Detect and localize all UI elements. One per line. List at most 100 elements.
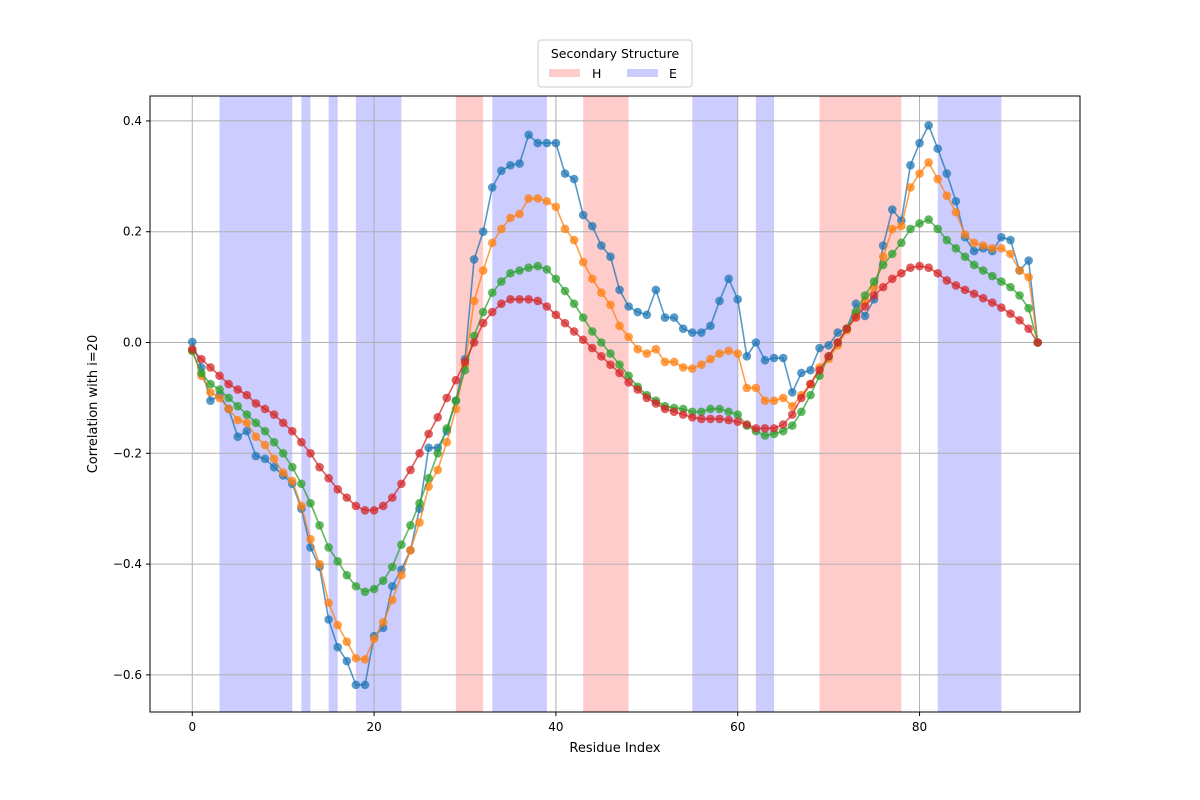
data-point — [624, 378, 633, 387]
data-point — [206, 396, 215, 405]
data-point — [287, 476, 297, 486]
data-point — [597, 352, 606, 361]
data-point — [242, 390, 252, 400]
data-point — [997, 303, 1006, 312]
data-point — [569, 174, 579, 184]
data-point — [606, 360, 615, 369]
data-point — [233, 401, 243, 411]
data-point — [924, 158, 933, 167]
data-point — [687, 364, 697, 373]
data-point — [633, 344, 643, 354]
data-point — [906, 160, 915, 170]
data-point — [715, 404, 724, 414]
data-point — [351, 501, 361, 511]
data-point — [860, 291, 870, 300]
data-point — [324, 543, 333, 552]
region-e-55 — [692, 96, 738, 712]
data-point — [733, 410, 743, 419]
region-e-12 — [301, 96, 311, 712]
data-point — [742, 420, 752, 429]
data-point — [587, 221, 597, 231]
data-point — [633, 385, 643, 394]
series-group — [187, 121, 1043, 690]
data-point — [278, 449, 288, 458]
data-point — [824, 340, 833, 350]
data-point — [224, 404, 233, 414]
data-point — [1006, 249, 1015, 259]
data-point — [315, 521, 324, 530]
data-point — [615, 285, 624, 295]
data-point — [997, 244, 1006, 253]
data-point — [778, 420, 788, 429]
data-point — [451, 375, 461, 385]
data-point — [733, 349, 743, 358]
data-point — [333, 485, 343, 494]
data-point — [187, 344, 197, 354]
data-point — [497, 224, 506, 234]
data-point — [915, 261, 924, 271]
data-point — [315, 559, 324, 569]
data-point — [869, 291, 879, 300]
data-point — [187, 337, 197, 347]
data-point — [351, 581, 361, 591]
data-point — [797, 407, 806, 417]
data-point — [715, 296, 724, 306]
data-point — [242, 410, 252, 419]
legend-label-e: E — [669, 66, 677, 81]
data-point — [606, 252, 615, 261]
data-point — [542, 302, 552, 311]
data-point — [751, 383, 761, 393]
data-point — [978, 241, 988, 250]
data-point — [951, 281, 961, 290]
y-tick-label: 0.4 — [123, 114, 142, 128]
data-point — [260, 454, 270, 464]
x-tick-label: 40 — [548, 720, 563, 734]
data-point — [406, 521, 415, 530]
data-point — [251, 432, 261, 441]
data-point — [615, 360, 624, 369]
data-point — [969, 246, 979, 256]
data-point — [987, 298, 997, 307]
data-point — [297, 437, 306, 447]
data-point — [297, 479, 306, 489]
data-point — [542, 138, 552, 148]
data-point — [706, 414, 715, 424]
legend-swatch-e — [627, 69, 658, 77]
data-point — [342, 656, 352, 666]
y-tick-label: 0.2 — [123, 225, 142, 239]
grid — [150, 96, 1080, 712]
data-point — [306, 498, 315, 508]
y-tick-label: −0.2 — [113, 446, 142, 460]
data-point — [669, 313, 679, 322]
data-point — [706, 404, 715, 414]
data-point — [578, 210, 588, 220]
data-point — [533, 138, 543, 148]
data-point — [560, 318, 570, 328]
data-point — [360, 655, 370, 664]
data-point — [651, 344, 661, 354]
data-point — [460, 357, 470, 367]
data-point — [624, 332, 633, 342]
series-line — [191, 265, 1039, 512]
data-point — [942, 191, 952, 201]
data-point — [624, 371, 633, 381]
x-axis-label: Residue Index — [569, 741, 661, 756]
data-point — [487, 307, 497, 317]
data-point — [842, 324, 852, 333]
data-point — [442, 424, 452, 433]
data-point — [342, 637, 352, 646]
data-point — [397, 570, 406, 580]
data-point — [378, 617, 388, 627]
data-point — [860, 302, 870, 311]
data-point — [924, 121, 933, 130]
data-point — [469, 338, 479, 347]
data-point — [787, 421, 797, 430]
data-point — [433, 412, 443, 422]
data-point — [997, 232, 1006, 242]
data-point — [915, 219, 924, 228]
data-point — [987, 271, 997, 281]
data-point — [487, 238, 497, 248]
data-point — [424, 443, 433, 453]
data-point — [242, 418, 252, 428]
data-point — [760, 355, 770, 365]
